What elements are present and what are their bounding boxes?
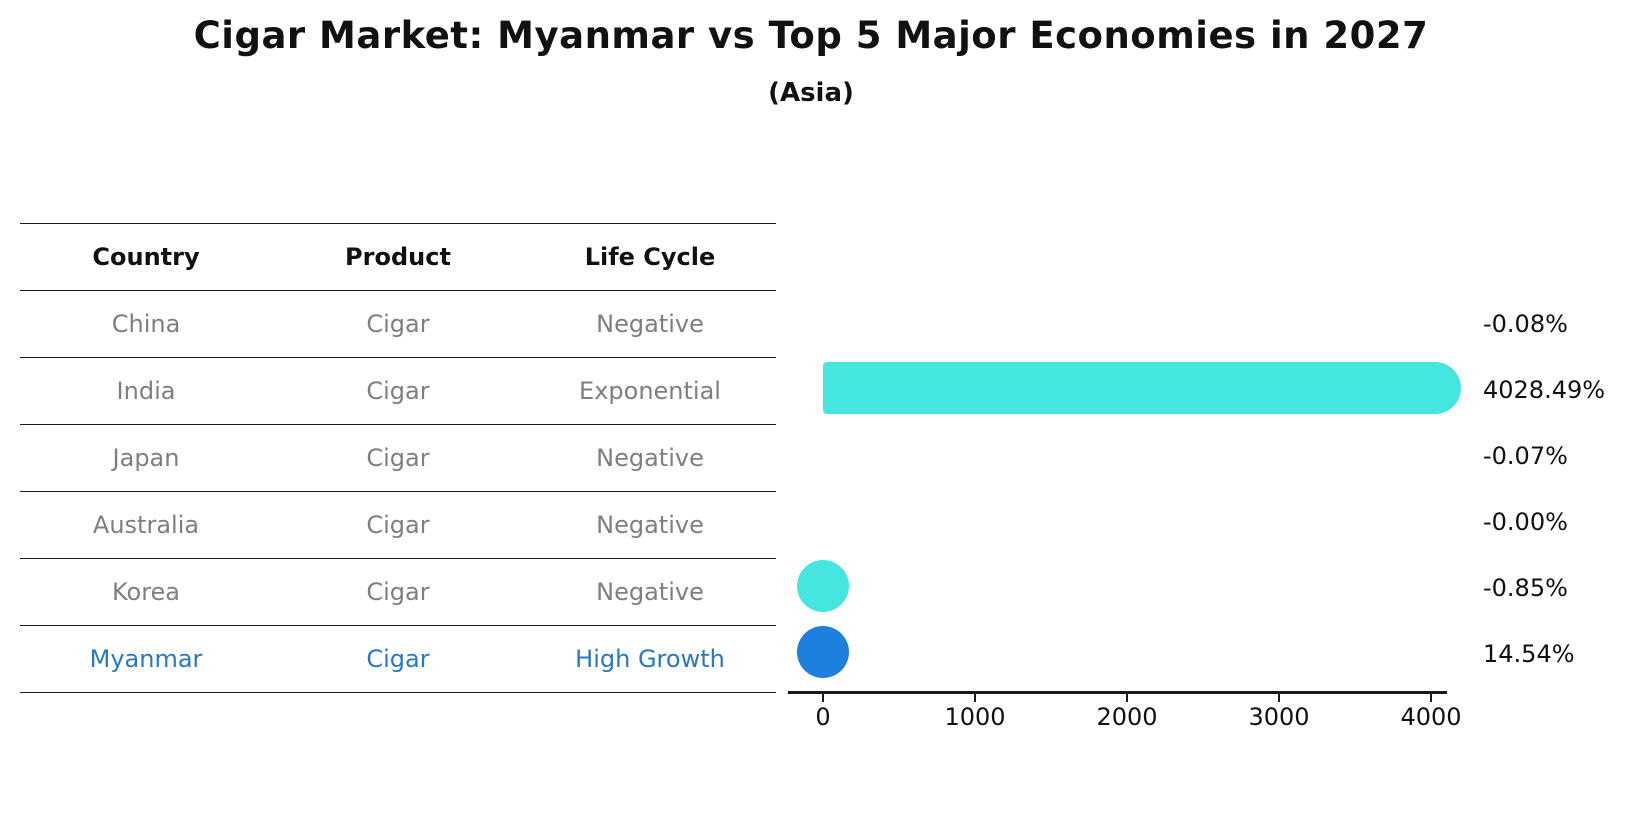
table-cell-life-cycle: Negative — [596, 310, 704, 338]
table-cell-country: Australia — [92, 511, 200, 539]
table-cell-country: Korea — [111, 578, 181, 606]
table-cell-product: Cigar — [366, 511, 430, 539]
x-axis-tick-label: 0 — [815, 703, 831, 731]
table-cell-country: Japan — [112, 444, 180, 472]
x-axis-tick-label: 4000 — [1400, 703, 1462, 731]
comparison-table: Country Product Life Cycle China Cigar Neg… — [20, 223, 776, 693]
table-cell-life-cycle: Negative — [596, 444, 704, 472]
table-row: Korea Cigar Negative — [20, 558, 776, 625]
value-label: -0.85% — [1483, 574, 1568, 602]
table-cell-country: India — [116, 377, 176, 405]
table-cell-life-cycle: Negative — [596, 578, 704, 606]
table-cell-life-cycle: High Growth — [575, 645, 725, 673]
table-cell-country: China — [111, 310, 181, 338]
x-axis-tick-label: 2000 — [1096, 703, 1158, 731]
column-header-country: Country — [92, 243, 200, 271]
x-axis-line — [788, 691, 1447, 694]
value-label: -0.00% — [1483, 508, 1568, 536]
bar-india — [823, 362, 1462, 414]
table-row: China Cigar Negative — [20, 290, 776, 357]
bar-myanmar-highlight — [797, 626, 849, 678]
table-cell-product: Cigar — [366, 310, 430, 338]
value-label: -0.08% — [1483, 310, 1568, 338]
table-cell-product: Cigar — [366, 645, 430, 673]
x-axis-tick-label: 3000 — [1248, 703, 1310, 731]
column-header-life-cycle: Life Cycle — [584, 243, 716, 271]
table-body: China Cigar Negative India Cigar Exponential J… — [20, 290, 776, 693]
x-axis-tick — [1278, 693, 1280, 702]
value-label: 14.54% — [1483, 640, 1575, 668]
x-axis-tick — [822, 693, 824, 702]
x-axis-tick-label: 1000 — [944, 703, 1006, 731]
x-axis-tick — [1126, 693, 1128, 702]
value-label: 4028.49% — [1483, 376, 1606, 404]
table-row: Japan Cigar Negative — [20, 424, 776, 491]
table-row: Australia Cigar Negative — [20, 491, 776, 558]
bar-korea — [797, 560, 849, 612]
x-axis-tick — [1430, 693, 1432, 702]
table-cell-life-cycle: Negative — [596, 511, 704, 539]
table-cell-product: Cigar — [366, 578, 430, 606]
value-label: -0.07% — [1483, 442, 1568, 470]
table-header-row: Country Product Life Cycle — [20, 223, 776, 290]
column-header-product: Product — [345, 243, 451, 271]
chart-subtitle: (Asia) — [768, 78, 854, 108]
chart-title: Cigar Market: Myanmar vs Top 5 Major Eco… — [193, 14, 1429, 57]
table-row: India Cigar Exponential — [20, 357, 776, 424]
table-cell-product: Cigar — [366, 444, 430, 472]
table-row: Myanmar Cigar High Growth — [20, 625, 776, 693]
x-axis-tick — [974, 693, 976, 702]
table-cell-life-cycle: Exponential — [579, 377, 721, 405]
table-cell-country: Myanmar — [89, 645, 203, 673]
table-cell-product: Cigar — [366, 377, 430, 405]
